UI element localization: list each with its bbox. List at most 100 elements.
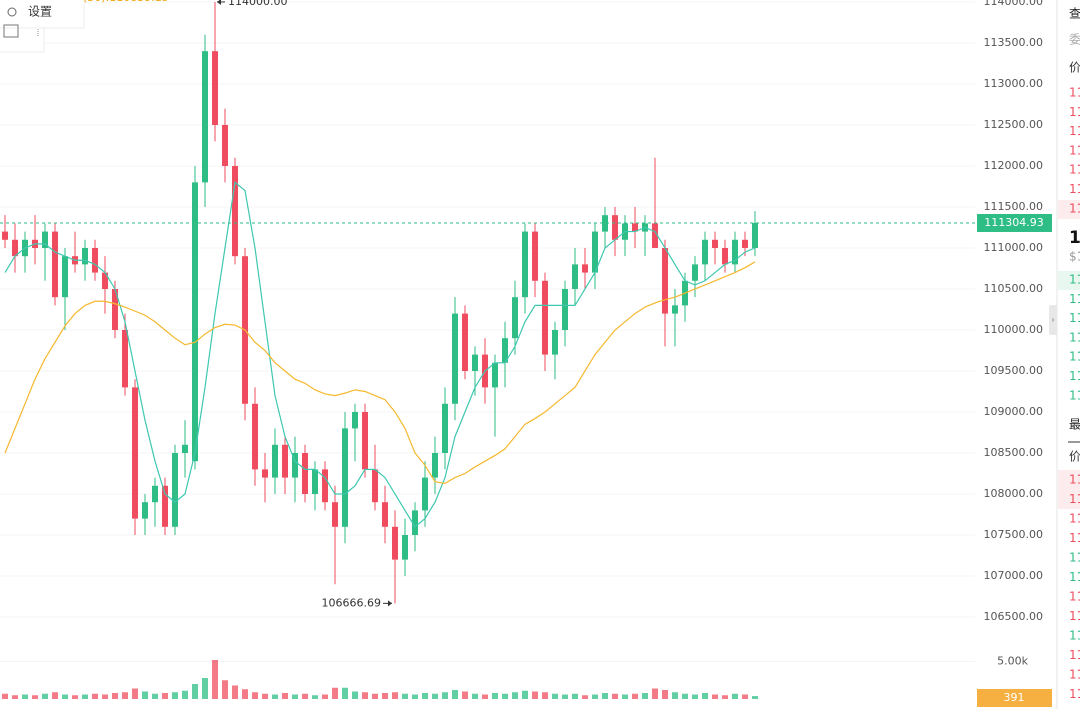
order-book-tab: 委 bbox=[1069, 33, 1080, 47]
candle-body bbox=[532, 231, 538, 281]
trade-price: 11 bbox=[1069, 629, 1080, 643]
y-tick-label: 108000.00 bbox=[984, 487, 1044, 500]
candle-body bbox=[102, 272, 108, 289]
y-tick-label: 114000.00 bbox=[984, 0, 1044, 8]
trade-price: 11 bbox=[1069, 590, 1080, 604]
y-tick-label: 106500.00 bbox=[984, 610, 1044, 623]
candle-body bbox=[112, 288, 118, 330]
candle-body bbox=[612, 215, 618, 240]
volume-tick-label: 5.00k bbox=[997, 655, 1028, 668]
bid-price: 11 bbox=[1069, 311, 1080, 325]
trade-price: 11 bbox=[1069, 492, 1080, 506]
candle-body bbox=[602, 215, 608, 232]
volume-bar bbox=[182, 690, 188, 699]
candle-body bbox=[592, 231, 598, 273]
candle-body bbox=[142, 502, 148, 519]
volume-bar bbox=[82, 694, 88, 699]
moving-average bbox=[4, 181, 756, 528]
candle-body bbox=[632, 223, 638, 232]
volume-bar bbox=[692, 694, 698, 699]
volume-bar bbox=[502, 693, 508, 699]
candle-body bbox=[452, 313, 458, 404]
toolbar-icon[interactable] bbox=[3, 24, 19, 38]
y-tick-label: 109500.00 bbox=[984, 364, 1044, 377]
y-tick-label: 110000.00 bbox=[984, 323, 1044, 336]
candle-body bbox=[92, 247, 98, 273]
trade-price: 11 bbox=[1069, 551, 1080, 565]
candle-body bbox=[412, 510, 418, 536]
bid-price: 11 bbox=[1069, 369, 1080, 383]
candle-body bbox=[62, 256, 68, 298]
candle-body bbox=[462, 313, 468, 371]
candle-body bbox=[732, 239, 738, 265]
volume-bar bbox=[292, 694, 298, 699]
bid-price: 11 bbox=[1069, 273, 1080, 287]
candle-body bbox=[132, 387, 138, 519]
y-tick-label: 111500.00 bbox=[984, 200, 1044, 213]
volume-bar bbox=[162, 693, 168, 699]
volume-bar bbox=[552, 693, 558, 699]
volume-bar bbox=[12, 695, 18, 699]
volume-bar bbox=[202, 678, 208, 699]
volume-bar bbox=[562, 694, 568, 699]
trade-price: 11 bbox=[1069, 473, 1080, 487]
settings-menu[interactable] bbox=[0, 0, 85, 29]
trade-price: 11 bbox=[1069, 609, 1080, 623]
volume-bar bbox=[462, 691, 468, 699]
candle-body bbox=[52, 231, 58, 298]
volume-bar bbox=[102, 694, 108, 699]
candle-body bbox=[492, 362, 498, 388]
volume-bar bbox=[672, 692, 678, 699]
candle-body bbox=[342, 428, 348, 527]
volume-bar bbox=[712, 694, 718, 699]
candle-body bbox=[292, 452, 298, 478]
volume-bar bbox=[412, 694, 418, 699]
volume-bar bbox=[252, 692, 258, 699]
volume-bar bbox=[302, 693, 308, 699]
candle-body bbox=[402, 535, 408, 560]
trades-title: 最 bbox=[1069, 418, 1080, 432]
annotation-arrowhead bbox=[217, 0, 221, 5]
candle-body bbox=[692, 264, 698, 281]
candle-body bbox=[282, 444, 288, 478]
bid-price: 11 bbox=[1069, 292, 1080, 306]
trade-highlight bbox=[1058, 470, 1080, 509]
y-tick-label: 113000.00 bbox=[984, 77, 1044, 90]
volume-bar bbox=[42, 693, 48, 699]
volume-bar bbox=[632, 693, 638, 699]
candle-body bbox=[12, 239, 18, 257]
volume-bar bbox=[622, 694, 628, 699]
volume-bar bbox=[272, 694, 278, 699]
candle-body bbox=[82, 247, 88, 265]
candle-body bbox=[232, 165, 238, 257]
candle-body bbox=[392, 526, 398, 560]
collapse-button[interactable] bbox=[1049, 305, 1057, 335]
trade-price: 11 bbox=[1069, 648, 1080, 662]
trade-price: 11 bbox=[1069, 687, 1080, 701]
y-tick-label: 113500.00 bbox=[984, 36, 1044, 49]
volume-bar bbox=[132, 688, 138, 699]
candle-body bbox=[752, 222, 758, 248]
volume-bar bbox=[662, 690, 668, 699]
candle-body bbox=[712, 239, 718, 248]
candle-body bbox=[322, 469, 328, 503]
candle-body bbox=[572, 264, 578, 289]
volume-bar bbox=[262, 693, 268, 699]
plot bbox=[0, 1, 975, 699]
volume-bar bbox=[732, 693, 738, 699]
candle-body bbox=[502, 338, 508, 363]
candle-body bbox=[702, 239, 708, 265]
volume-bar bbox=[522, 690, 528, 699]
y-tick-label: 107500.00 bbox=[984, 528, 1044, 541]
volume-bar bbox=[222, 680, 228, 699]
ask-price: 11 bbox=[1069, 105, 1080, 119]
volume-bar bbox=[2, 693, 8, 699]
volume-bar bbox=[722, 695, 728, 699]
ask-price: 11 bbox=[1069, 86, 1080, 100]
candle-body bbox=[662, 247, 668, 314]
ask-price: 11 bbox=[1069, 143, 1080, 157]
candle-body bbox=[472, 354, 478, 371]
candle-body bbox=[182, 444, 188, 453]
